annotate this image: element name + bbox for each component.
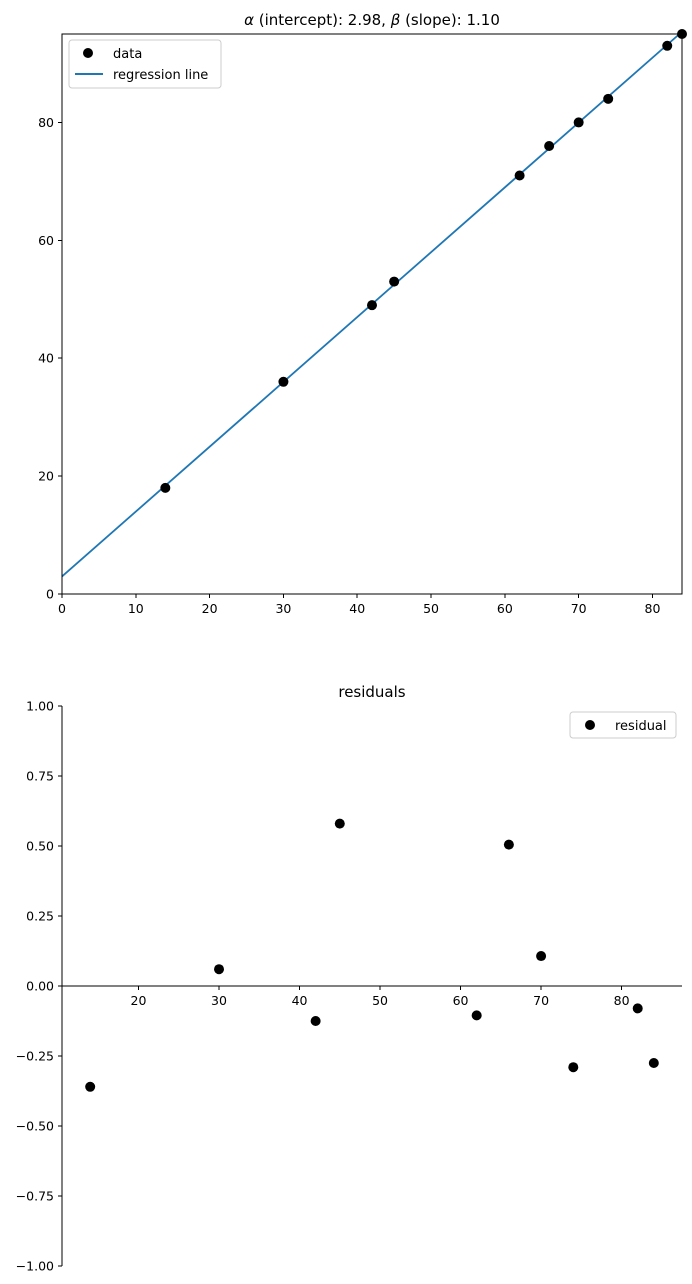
legend-data-marker bbox=[83, 48, 93, 58]
data-point bbox=[367, 300, 377, 311]
x-tick-label: 0 bbox=[58, 601, 66, 616]
regression-chart: α (intercept): 2.98, β (slope): 1.10 0 10… bbox=[38, 11, 687, 616]
legend-data-label: data bbox=[113, 47, 142, 62]
y-tick-label: 20 bbox=[38, 469, 54, 484]
residuals-chart: residuals 20 30 40 50 60 70 80 −1.00 −0.75 −0.50… bbox=[16, 683, 682, 1274]
y-tick-label: 1.00 bbox=[26, 699, 54, 714]
x-tick-label: 60 bbox=[453, 993, 469, 1008]
x-tick-label: 30 bbox=[211, 993, 227, 1008]
legend-residual-label: residual bbox=[615, 719, 667, 734]
data-point bbox=[544, 141, 555, 151]
residuals-y-axis-ticks: −1.00 −0.75 −0.50 −0.25 0.00 0.25 0.50 0.75 1.00 bbox=[16, 699, 62, 1274]
residual-point bbox=[536, 951, 547, 962]
x-tick-label: 20 bbox=[202, 601, 218, 616]
x-tick-label: 80 bbox=[614, 993, 630, 1008]
data-point bbox=[573, 117, 584, 128]
residuals-chart-title: residuals bbox=[338, 683, 405, 701]
y-tick-label: 0.75 bbox=[26, 769, 54, 784]
legend: data regression line bbox=[68, 39, 222, 89]
data-point bbox=[389, 276, 400, 287]
residual-points bbox=[85, 818, 659, 1092]
y-tick-label: −0.50 bbox=[16, 1119, 54, 1134]
regression-chart-frame bbox=[61, 33, 683, 595]
x-tick-label: 50 bbox=[423, 601, 439, 616]
data-point bbox=[278, 376, 289, 387]
residual-point bbox=[214, 964, 225, 975]
residual-point bbox=[632, 1003, 643, 1014]
y-tick-label: 0 bbox=[46, 587, 54, 602]
y-tick-label: 80 bbox=[38, 115, 54, 130]
x-tick-label: 50 bbox=[372, 993, 388, 1008]
x-axis-ticks: 0 10 20 30 40 50 60 70 80 bbox=[58, 594, 660, 616]
legend-regression-line-label: regression line bbox=[113, 68, 208, 83]
y-tick-label: −0.75 bbox=[16, 1189, 54, 1204]
data-point bbox=[514, 170, 525, 181]
y-tick-label: 0.25 bbox=[26, 909, 54, 924]
y-tick-label: −1.00 bbox=[16, 1259, 54, 1274]
residual-point bbox=[334, 818, 345, 829]
residual-point bbox=[648, 1058, 659, 1068]
y-tick-label: 40 bbox=[38, 351, 54, 366]
data-point bbox=[662, 40, 673, 51]
x-tick-label: 30 bbox=[275, 601, 291, 616]
x-tick-label: 40 bbox=[292, 993, 308, 1008]
y-tick-label: −0.25 bbox=[16, 1049, 54, 1064]
residual-point bbox=[503, 839, 514, 850]
x-tick-label: 60 bbox=[497, 601, 513, 616]
legend-frame bbox=[68, 39, 222, 89]
legend-residual-marker bbox=[585, 720, 595, 730]
x-tick-label: 10 bbox=[128, 601, 144, 616]
residuals-legend: residual bbox=[569, 711, 677, 739]
residual-point bbox=[568, 1062, 579, 1073]
residual-point bbox=[85, 1081, 96, 1092]
y-tick-label: 60 bbox=[38, 233, 54, 248]
data-point bbox=[603, 93, 614, 104]
y-tick-label: 0.00 bbox=[26, 979, 54, 994]
x-tick-label: 70 bbox=[571, 601, 587, 616]
residuals-x-axis-ticks: 20 30 40 50 60 70 80 bbox=[131, 986, 630, 1008]
regression-chart-title: α (intercept): 2.98, β (slope): 1.10 bbox=[244, 11, 500, 29]
x-tick-label: 80 bbox=[645, 601, 661, 616]
x-tick-label: 70 bbox=[533, 993, 549, 1008]
y-tick-label: 0.50 bbox=[26, 839, 54, 854]
residuals-legend-frame bbox=[569, 711, 677, 739]
x-tick-label: 20 bbox=[131, 993, 147, 1008]
data-point bbox=[160, 482, 171, 493]
y-axis-ticks: 0 20 40 60 80 bbox=[38, 115, 62, 602]
residual-point bbox=[471, 1010, 482, 1021]
x-tick-label: 40 bbox=[349, 601, 365, 616]
data-points bbox=[160, 29, 687, 493]
residual-point bbox=[310, 1016, 321, 1026]
